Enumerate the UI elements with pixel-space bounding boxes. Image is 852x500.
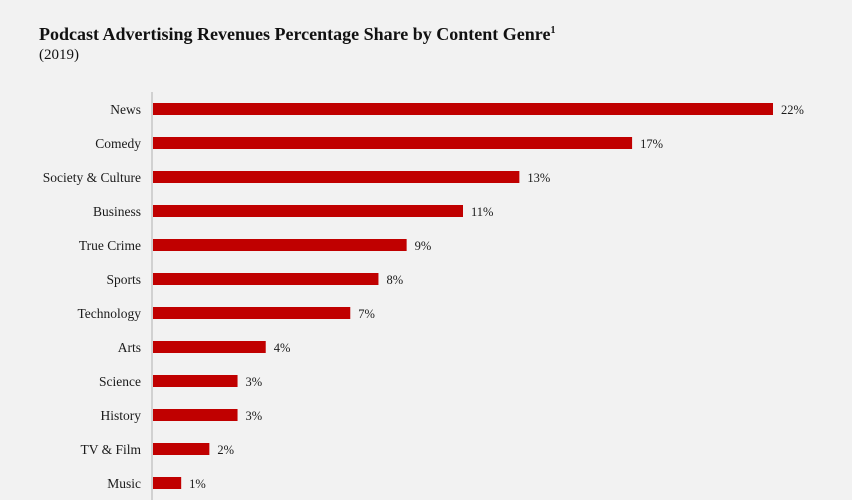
bar xyxy=(153,375,238,387)
bar-value-label: 3% xyxy=(246,409,263,423)
title-footnote-marker: 1 xyxy=(550,25,556,36)
category-label: News xyxy=(110,102,141,117)
category-label: TV & Film xyxy=(80,442,141,457)
bars-group: News 22% Comedy 17% Society & Culture 13% Busi… xyxy=(43,102,804,491)
bar xyxy=(153,239,407,251)
bar xyxy=(153,171,520,183)
bar-value-label: 8% xyxy=(386,273,403,287)
bar xyxy=(153,477,182,489)
category-label: Technology xyxy=(77,306,141,321)
category-label: Society & Culture xyxy=(43,170,141,185)
bar xyxy=(153,205,463,217)
category-label: Business xyxy=(93,204,141,219)
bar-value-label: 2% xyxy=(217,443,234,457)
bar-value-label: 4% xyxy=(274,341,291,355)
bar-value-label: 17% xyxy=(640,137,663,151)
bar-value-label: 13% xyxy=(527,171,550,185)
bar-value-label: 22% xyxy=(781,103,804,117)
category-label: True Crime xyxy=(79,238,141,253)
category-label: Science xyxy=(99,374,141,389)
bar xyxy=(153,341,266,353)
chart-title-text: Podcast Advertising Revenues Percentage … xyxy=(39,24,551,44)
category-label: Arts xyxy=(118,340,141,355)
category-label: Comedy xyxy=(95,136,141,151)
bar-value-label: 1% xyxy=(189,477,206,491)
category-label: History xyxy=(101,408,142,423)
bar xyxy=(153,103,773,115)
bar-value-label: 11% xyxy=(471,205,493,219)
bar xyxy=(153,273,379,285)
bar xyxy=(153,409,238,421)
bar-value-label: 9% xyxy=(415,239,432,253)
bar xyxy=(153,443,210,455)
bar xyxy=(153,137,633,149)
bar xyxy=(153,307,351,319)
bar-value-label: 7% xyxy=(358,307,375,321)
chart-subtitle: (2019) xyxy=(39,47,79,63)
category-label: Sports xyxy=(106,272,141,287)
category-label: Music xyxy=(107,476,141,491)
chart-title: Podcast Advertising Revenues Percentage … xyxy=(39,23,555,45)
bar-value-label: 3% xyxy=(246,375,263,389)
